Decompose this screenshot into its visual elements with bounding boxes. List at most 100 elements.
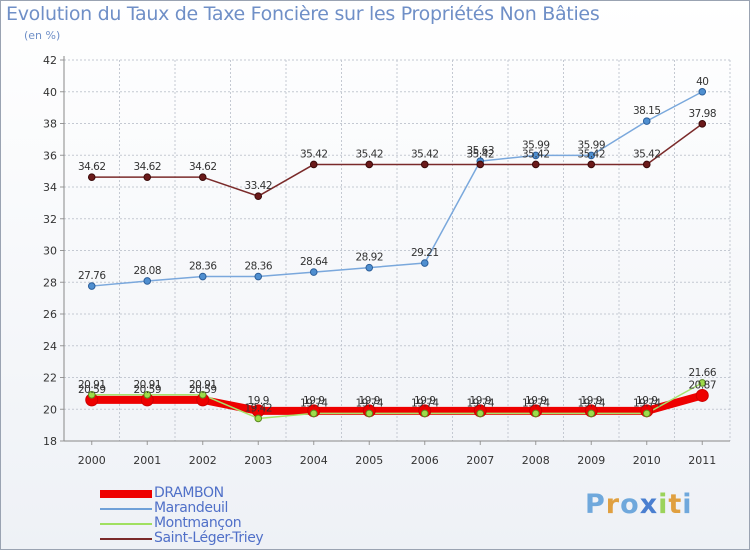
data-label: 19.9 [414,395,435,407]
data-label: 19.42 [244,402,272,414]
data-label: 20.91 [189,379,217,391]
data-point [198,391,207,399]
y-tick-label: 18 [43,435,57,448]
data-point [87,391,96,399]
y-tick-label: 20 [43,403,57,416]
data-point [587,409,596,418]
data-label: 19.74 [633,397,661,409]
data-label: 34.62 [189,161,217,173]
data-label: 34.62 [133,161,161,173]
logo-letter: o [620,489,640,520]
data-point [642,117,651,125]
data-label: 35.99 [577,139,605,151]
data-label: 35.42 [355,148,383,160]
data-point [143,277,152,285]
data-label: 19.9 [248,395,269,407]
legend-swatch-saint-leger-triey [100,531,152,546]
data-label: 40 [696,76,708,88]
y-tick-label: 30 [43,245,57,258]
legend-label-marandeuil: Marandeuil [154,500,229,516]
legend-swatch-drambon [100,486,152,501]
data-point [365,409,374,418]
x-tick-label: 2001 [133,454,161,467]
data-point [365,263,374,272]
x-tick-label: 2007 [466,454,494,467]
series-line-1 [91,91,703,287]
data-point [254,272,263,281]
data-point [587,151,596,160]
x-tick-label: 2004 [300,454,328,467]
data-label: 19.74 [300,397,328,409]
data-point [476,409,485,418]
data-label: 28.08 [133,265,161,277]
data-point [143,391,152,399]
data-label: 27.76 [78,270,106,282]
series-line-0 [87,391,707,415]
data-label: 19.9 [525,395,546,407]
data-label: 20.91 [133,379,161,391]
data-label: 34.62 [78,161,106,173]
proxiti-logo: Proxiti [585,489,693,520]
data-label: 19.74 [355,397,383,409]
data-point [420,259,429,267]
data-point [143,173,152,181]
y-tick-label: 38 [43,118,57,131]
y-tick-label: 40 [43,86,57,99]
grid-layer [63,59,731,442]
data-point [587,160,596,169]
data-point [642,160,651,169]
data-label: 20.59 [189,384,217,396]
x-tick-label: 2008 [522,454,550,467]
x-tick-label: 2010 [633,454,661,467]
y-tick-label: 24 [43,340,57,353]
x-tick-label: 2011 [688,454,716,467]
chart-title: Evolution du Taux de Taxe Foncière sur l… [6,3,600,25]
data-label: 35.42 [522,148,550,160]
data-point [698,87,707,96]
data-label: 20.59 [133,384,161,396]
y-tick-label: 28 [43,276,57,289]
data-point [531,409,540,418]
y-tick-label: 26 [43,308,57,321]
data-label: 20.59 [78,384,106,396]
y-tick-label: 22 [43,372,57,385]
data-point [420,409,429,418]
legend-swatch-montmancon [100,516,152,531]
data-label: 28.92 [355,252,383,264]
x-tick-label: 2005 [355,454,383,467]
logo-letter: t [668,489,683,520]
data-point [309,160,318,169]
logo-letter: i [658,489,669,520]
data-point [309,409,318,418]
data-label: 19.9 [636,395,657,407]
y-tick-label: 42 [43,54,57,67]
data-label: 28.36 [244,261,272,273]
axis-layer: 18 20 22 24 26 28 30 32 34 36 38 40 42 2000 2001 2002 20… [43,54,730,467]
x-tick-label: 2009 [577,454,605,467]
legend-swatch-marandeuil [100,501,152,516]
legend-label-drambon: DRAMBON [154,485,224,501]
legend-label-montmancon: Montmançon [154,515,242,531]
legend-label-saint-leger-triey: Saint-Léger-Triey [154,530,264,546]
data-label: 35.42 [633,148,661,160]
data-label: 35.99 [522,139,550,151]
data-label: 33.42 [244,180,272,192]
chart-subtitle: (en %) [24,29,61,42]
y-tick-label: 36 [43,149,57,162]
data-label: 28.64 [300,256,328,268]
data-label: 35.42 [411,148,439,160]
data-point [309,268,318,276]
x-tick-label: 2002 [189,454,217,467]
data-point [531,160,540,169]
data-label: 20.91 [78,379,106,391]
data-point [198,173,207,181]
data-point [420,160,429,169]
data-label: 19.74 [522,397,550,409]
data-label: 35.63 [466,145,494,157]
data-label: 28.36 [189,261,217,273]
x-tick-label: 2006 [411,454,439,467]
data-label: 35.42 [466,148,494,160]
data-label: 35.42 [577,148,605,160]
